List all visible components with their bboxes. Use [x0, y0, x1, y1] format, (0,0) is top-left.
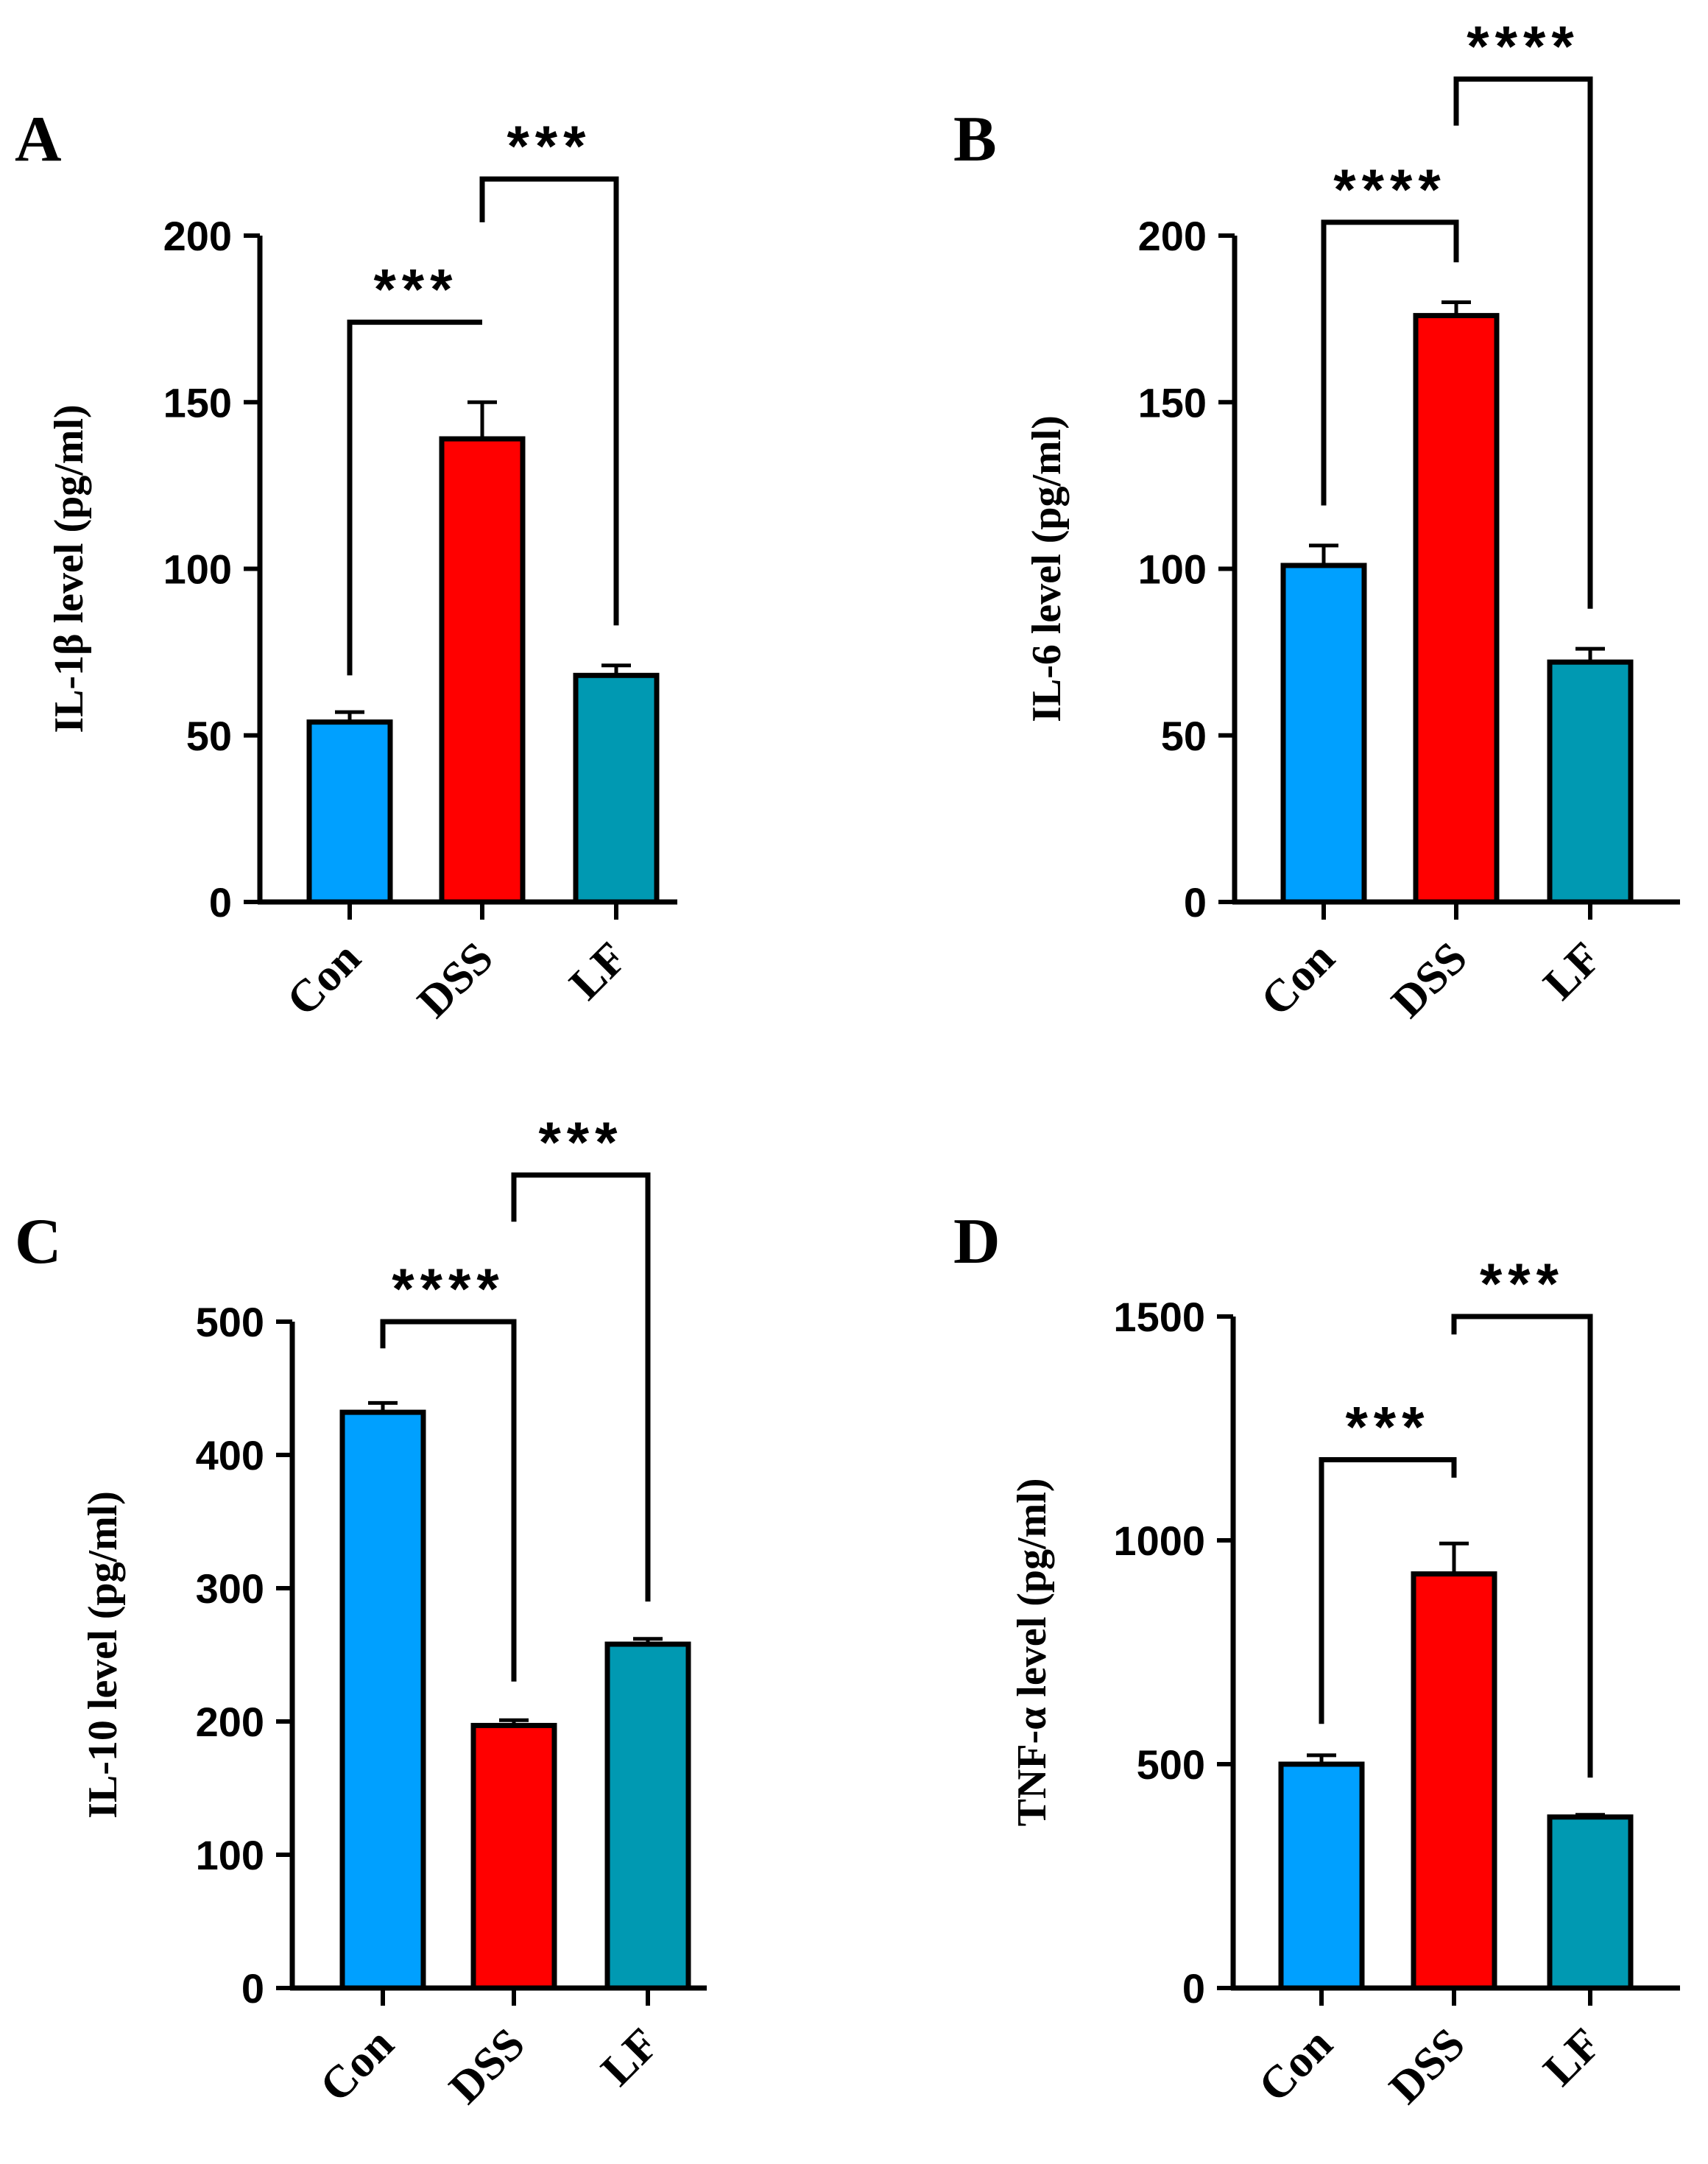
significance-label: ***	[507, 113, 591, 178]
bar-dss	[439, 436, 526, 905]
y-tick-label: 0	[1184, 879, 1207, 926]
significance-bracket	[1451, 1314, 1593, 1778]
significance-label: ***	[538, 1110, 623, 1174]
x-tick-label-dss: DSS	[408, 933, 503, 1028]
significance-bracket	[380, 1319, 517, 1682]
y-tick-label: 100	[163, 546, 232, 593]
significance-label: ***	[1480, 1251, 1564, 1316]
y-tick-label: 0	[1182, 1965, 1205, 2012]
panel-letter: B	[953, 104, 997, 175]
x-tick-label-lf: LF	[1534, 2019, 1611, 2096]
y-tick-label: 200	[196, 1699, 264, 1745]
panel-letter: A	[15, 104, 62, 175]
significance-bracket	[1453, 76, 1593, 609]
bar-lf	[573, 672, 660, 905]
x-tick-label-con: Con	[278, 933, 370, 1026]
y-tick-label: 200	[1138, 213, 1207, 259]
y-tick-label: 200	[163, 213, 232, 259]
x-tick-label-lf: LF	[1534, 933, 1611, 1009]
bar-con	[1278, 1761, 1365, 1991]
x-tick-label-dss: DSS	[440, 2019, 534, 2114]
y-axis-title: IL-1β level (pg/ml)	[46, 404, 92, 733]
y-tick-label: 100	[1138, 546, 1207, 593]
y-tick-label: 500	[196, 1299, 264, 1345]
chart-panel-a: A IL-1β level (pg/ml) 0 50 100 150 200 Con DSS LF…	[15, 104, 677, 1027]
y-tick-label: 0	[209, 879, 232, 926]
significance-bracket	[479, 176, 619, 626]
bar-dss	[1413, 313, 1500, 905]
bar-lf	[1547, 1814, 1634, 1991]
y-axis-title: IL-10 level (pg/ml)	[80, 1491, 126, 1819]
y-tick-label: 400	[196, 1432, 264, 1479]
chart-panel-c: C IL-10 level (pg/ml) 0 100 200 300 400 500 Con D…	[15, 1110, 707, 2113]
bar-lf	[1547, 659, 1634, 905]
y-axis-title: IL-6 level (pg/ml)	[1024, 415, 1070, 722]
y-tick-label: 50	[186, 713, 232, 759]
x-tick-label-dss: DSS	[1382, 933, 1477, 1028]
x-tick-label-dss: DSS	[1380, 2019, 1475, 2114]
y-tick-label: 0	[241, 1965, 264, 2012]
x-tick-label-con: Con	[311, 2019, 403, 2112]
bar-con	[1280, 563, 1367, 905]
y-tick-label: 300	[196, 1565, 264, 1612]
significance-label: ****	[1333, 157, 1446, 222]
y-tick-label: 100	[196, 1832, 264, 1878]
significance-bracket	[347, 320, 482, 676]
significance-label: ***	[373, 257, 458, 322]
significance-label: ****	[392, 1256, 504, 1321]
x-tick-label-lf: LF	[560, 933, 637, 1009]
significance-bracket	[511, 1172, 651, 1602]
panel-letter: D	[953, 1206, 1001, 1277]
y-tick-label: 1000	[1113, 1518, 1205, 1564]
significance-label: ***	[1345, 1395, 1430, 1459]
y-tick-label: 150	[1138, 379, 1207, 426]
significance-bracket	[1321, 219, 1459, 506]
chart-panel-d: D TNF-α level (pg/ml) 0 500 1000 1500 Con DSS LF…	[953, 1206, 1680, 2113]
y-tick-label: 500	[1137, 1741, 1205, 1788]
significance-label: ****	[1467, 13, 1579, 78]
bar-con	[339, 1409, 426, 1991]
y-tick-label: 50	[1161, 713, 1207, 759]
x-tick-label-lf: LF	[592, 2019, 668, 2096]
significance-bracket	[1319, 1457, 1457, 1724]
bar-dss	[1411, 1571, 1497, 1991]
bar-con	[306, 719, 393, 905]
x-tick-label-con: Con	[1252, 933, 1344, 1026]
y-axis-title: TNF-α level (pg/ml)	[1009, 1479, 1055, 1827]
panel-letter: C	[15, 1206, 62, 1277]
y-tick-label: 1500	[1113, 1294, 1205, 1340]
bar-lf	[604, 1641, 691, 1991]
bar-dss	[470, 1722, 557, 1991]
chart-panel-b: B IL-6 level (pg/ml) 0 50 100 150 200 Con DSS LF *…	[953, 13, 1680, 1027]
y-tick-label: 150	[163, 379, 232, 426]
x-tick-label-con: Con	[1249, 2019, 1342, 2112]
